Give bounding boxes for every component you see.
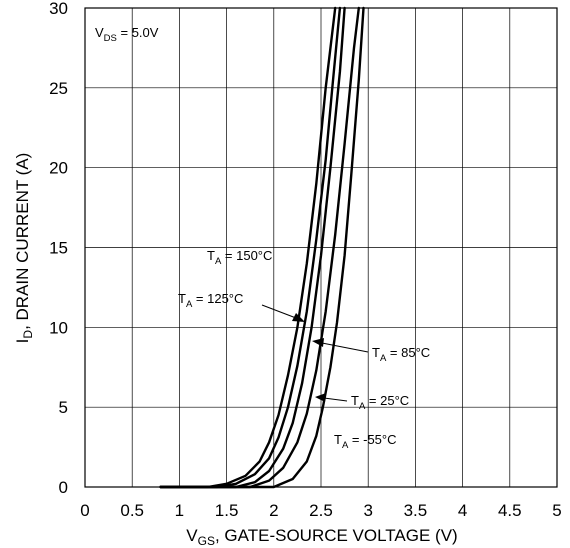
x-tick-label: 4.5: [498, 501, 522, 520]
x-tick-label: 0: [80, 501, 89, 520]
x-tick-label: 1.5: [215, 501, 239, 520]
svg-text:TA = -55°C: TA = -55°C: [334, 432, 397, 451]
y-axis-title: ID, DRAIN CURRENT (A): [13, 153, 35, 344]
series-line-3: [159, 6, 360, 489]
svg-text:TA = 125°C: TA = 125°C: [178, 291, 243, 310]
x-tick-label: 2.5: [309, 501, 333, 520]
y-tick-label: 30: [49, 0, 68, 18]
condition-label: VDS = 5.0V: [95, 25, 159, 44]
svg-text:ID, DRAIN CURRENT (A): ID, DRAIN CURRENT (A): [13, 153, 35, 344]
y-tick-label: 20: [49, 159, 68, 178]
plot-frame: [84, 7, 558, 488]
svg-text:TA = 25°C: TA = 25°C: [351, 393, 409, 412]
x-tick-label: 5: [552, 501, 561, 520]
x-tick-label: 3: [363, 501, 372, 520]
series-annotation-minus55: TA = -55°C: [334, 432, 397, 451]
x-tick-label: 1: [175, 501, 184, 520]
series-annotation-150: TA = 150°C: [207, 248, 272, 267]
x-tick-label: 0.5: [120, 501, 144, 520]
series-line-1: [159, 6, 342, 489]
series-annotation-85: TA = 85°C: [312, 338, 430, 364]
svg-text:VDS = 5.0V: VDS = 5.0V: [95, 25, 159, 44]
x-axis-title: VGS, GATE-SOURCE VOLTAGE (V): [186, 526, 457, 548]
y-tick-label: 25: [49, 79, 68, 98]
series-line-4: [159, 6, 365, 489]
x-tick-label: 3.5: [404, 501, 428, 520]
series-line-0: [159, 6, 337, 489]
svg-text:TA = 85°C: TA = 85°C: [372, 345, 430, 364]
y-tick-label: 0: [59, 478, 68, 497]
svg-text:TA = 150°C: TA = 150°C: [207, 248, 272, 267]
y-tick-label: 15: [49, 239, 68, 258]
x-tick-label: 4: [458, 501, 467, 520]
tick-labels: 0 0.5 1 1.5 2 2.5 3 3.5 4 4.5 5 0 5 10 15 20 25 30: [49, 0, 562, 520]
series-line-2: [159, 6, 346, 489]
svg-text:VGS, GATE-SOURCE VOLTAGE (V): VGS, GATE-SOURCE VOLTAGE (V): [186, 526, 457, 548]
series-annotation-125: TA = 125°C: [178, 291, 305, 322]
series-annotation-25: TA = 25°C: [315, 393, 409, 412]
y-tick-label: 10: [49, 318, 68, 337]
x-tick-label: 2: [269, 501, 278, 520]
series-layer: [159, 6, 365, 489]
y-tick-label: 5: [59, 398, 68, 417]
